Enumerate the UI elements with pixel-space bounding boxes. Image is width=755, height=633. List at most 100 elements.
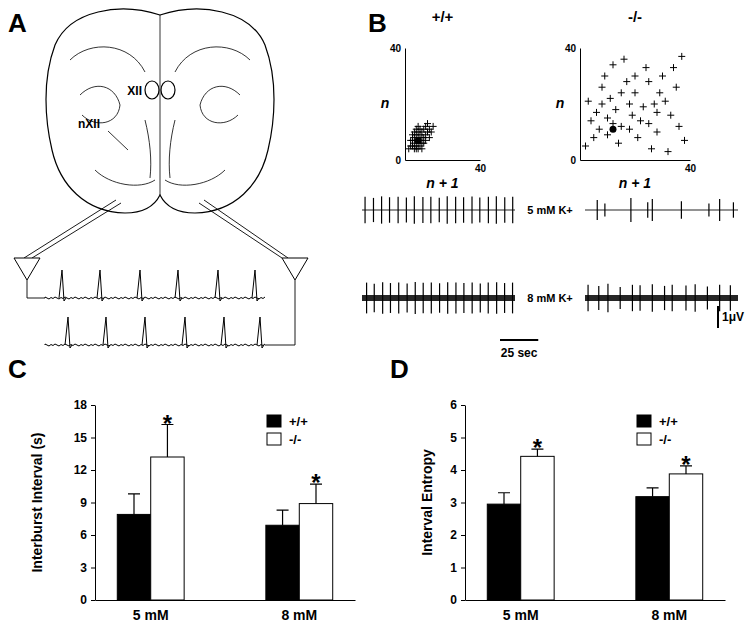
tick-label: 8 mM [281,607,317,623]
tick: 1 [450,561,465,575]
burst [471,197,472,224]
legend-label: -/- [659,432,671,447]
tick-label: 40 [475,163,487,174]
burst [504,283,505,313]
bar [487,504,520,600]
point [610,61,617,68]
scale-bar-y [717,306,719,328]
schematic-trace [45,270,265,301]
burst [390,283,391,313]
tick-label: 15 [74,431,88,445]
axis-line [405,49,406,161]
burst [447,282,448,314]
tick-label: 1 [450,561,457,575]
tick: 18 [74,398,95,412]
burst [406,197,407,222]
axis-line [95,406,96,601]
burst [587,285,588,311]
trace-baseline [362,209,515,210]
medulla-structure [165,170,225,185]
chart-title: +/+ [432,8,454,25]
point [632,73,639,80]
burst [373,198,374,222]
annotation: * [681,451,691,478]
burst [430,197,431,223]
error-bar [647,488,659,497]
annotation: * [311,469,321,496]
tick: 40 [685,160,697,174]
legend-swatch [267,433,281,445]
bar [636,497,669,600]
burst [381,196,382,223]
tick: 5 mM [133,600,169,623]
tick: 5 mM [503,600,539,623]
medulla-structure [160,15,161,195]
point [426,134,433,141]
x-axis: 40 [581,160,697,174]
point [659,73,666,80]
tick: 15 [74,431,95,445]
wire [27,280,45,298]
row-label: 8 mM K+ [527,292,573,304]
burst [488,283,489,314]
scale-bar-label: 1μV [722,310,744,324]
axis-title: n + 1 [426,175,459,191]
tick-mark [91,405,95,406]
tick-label: 0 [395,155,401,166]
burst [364,197,365,223]
burst [672,285,673,311]
burst [389,197,390,223]
burst [695,284,696,312]
tick: 8 mM [281,600,317,623]
point [585,98,592,105]
burst [512,197,513,223]
point [405,145,412,152]
trace-baseline [585,209,738,210]
medulla-structure [175,47,250,72]
burst [398,283,399,314]
burst [639,285,640,311]
tick-label: 0 [450,593,457,607]
electrode [32,203,121,258]
figure: ABCDXIInXII40040+/+nn + 140040-/-nn + 15… [0,0,755,633]
leader-line [108,131,128,150]
burst [496,196,497,223]
point [610,126,617,133]
point [428,129,435,136]
plot-area [117,425,332,601]
point [626,126,633,133]
hypoglossal-nucleus [145,81,159,99]
point [629,112,636,119]
point [590,134,597,141]
tick-mark [91,470,95,471]
tick: 6 [450,398,465,412]
point [618,123,625,130]
point [678,53,685,60]
error-bar [277,510,289,525]
point [422,123,429,130]
trace-chart: 5 mM K+8 mM K+25 sec1μV [362,196,744,360]
tick: 9 [80,496,95,510]
medulla-structure [169,120,175,178]
point [640,103,647,110]
bar [266,525,299,600]
y-axis: 040 [565,43,581,166]
tick: 8 mM [651,600,687,623]
point [632,89,639,96]
burst [398,197,399,223]
tick-label: 4 [450,463,457,477]
point [651,101,658,108]
burst [708,203,709,216]
burst [374,284,375,313]
point [654,129,661,136]
tick-label: 9 [80,496,87,510]
plot-area [405,120,436,152]
burst [479,197,480,222]
tick: 40 [475,160,487,174]
burst [620,287,621,309]
tick: 0 [395,155,405,166]
point [643,64,650,71]
axis-title: Interval Entropy [419,449,435,556]
tick-label: 40 [565,43,577,54]
amplifier [282,258,308,280]
